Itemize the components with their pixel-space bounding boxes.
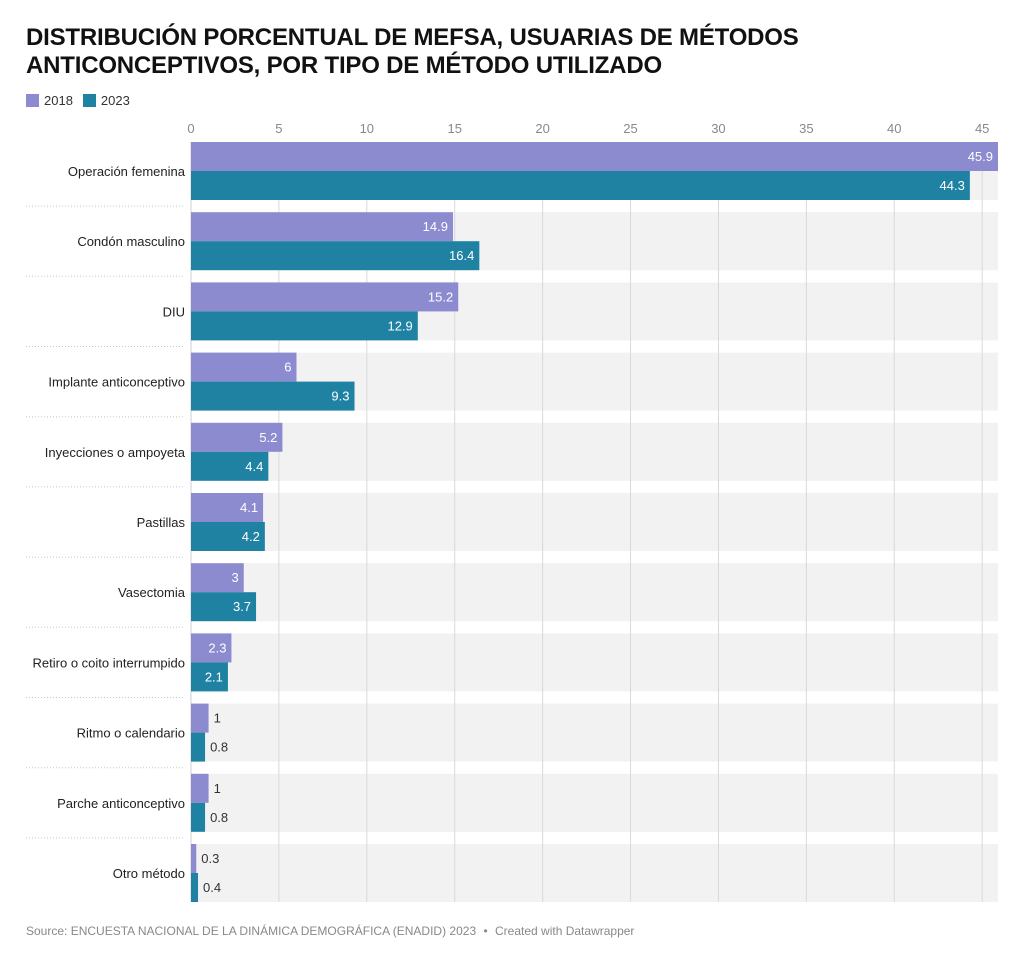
row-background: [191, 563, 998, 622]
bar-2023: [191, 311, 418, 341]
bar-2018: [191, 844, 197, 873]
bar-2018: [191, 703, 209, 733]
bar-2018: [191, 773, 209, 803]
x-tick-label: 30: [711, 121, 725, 136]
x-tick-label: 15: [447, 121, 461, 136]
bar-2018: [191, 352, 297, 382]
value-label-2018: 4.1: [240, 500, 258, 515]
x-tick-label: 45: [975, 121, 989, 136]
chart-footer: Source: ENCUESTA NACIONAL DE LA DINÁMICA…: [26, 924, 634, 938]
value-label-2023: 12.9: [387, 318, 412, 333]
bar-2018: [191, 633, 232, 663]
value-label-2023: 0.8: [210, 740, 228, 755]
bar-2023: [191, 873, 199, 902]
bar-2023: [191, 732, 206, 762]
category-label: Vasectomia: [118, 585, 186, 600]
category-label: Parche anticonceptivo: [57, 796, 185, 811]
row-background: [191, 493, 998, 551]
footer-separator: •: [483, 924, 488, 938]
row-background: [191, 422, 998, 481]
credit-note: Created with Datawrapper: [495, 924, 635, 938]
x-tick-label: 25: [623, 121, 637, 136]
chart-legend: 2018 2023: [26, 91, 140, 109]
legend-swatch-2018: [26, 93, 39, 107]
value-label-2023: 2.1: [205, 669, 223, 684]
bar-2023: [191, 802, 206, 832]
bar-2018: [191, 422, 283, 452]
category-label: Implante anticonceptivo: [48, 375, 185, 390]
row-background: [191, 703, 998, 762]
value-label-2018: 45.9: [968, 149, 993, 164]
value-label-2018: 3: [232, 570, 239, 585]
bar-2018: [191, 563, 244, 593]
category-label: Condón masculino: [77, 234, 185, 249]
category-label: Otro método: [113, 866, 185, 881]
x-tick-label: 0: [187, 121, 194, 136]
x-tick-label: 40: [887, 121, 901, 136]
x-tick-label: 5: [275, 121, 282, 136]
chart-title: DISTRIBUCIÓN PORCENTUAL DE MEFSA, USUARI…: [26, 24, 799, 79]
bar-2023: [191, 522, 265, 551]
row-background: [191, 844, 998, 902]
value-label-2023: 3.7: [233, 599, 251, 614]
x-tick-label: 20: [535, 121, 549, 136]
legend-item-2023: 2023: [82, 92, 130, 108]
value-label-2023: 9.3: [331, 389, 349, 404]
bar-2018: [191, 142, 998, 171]
value-label-2023: 16.4: [449, 248, 474, 263]
value-label-2018: 0.3: [201, 851, 219, 866]
legend-label-2018: 2018: [44, 92, 73, 108]
legend-item-2018: 2018: [26, 93, 73, 108]
value-label-2023: 4.2: [242, 529, 260, 544]
value-label-2023: 4.4: [245, 459, 263, 474]
category-label: Ritmo o calendario: [77, 726, 185, 741]
bar-2018: [191, 282, 459, 312]
x-tick-label: 35: [799, 121, 813, 136]
value-label-2023: 0.4: [203, 880, 221, 895]
bar-chart: 0 5 10 15 20 25 30 35 40 45 Operación femenina Cond…: [26, 121, 998, 902]
category-label: Operación femenina: [68, 164, 186, 179]
bar-2018: [191, 212, 453, 242]
value-label-2018: 6: [284, 360, 291, 375]
value-label-2018: 5.2: [259, 430, 277, 445]
value-label-2023: 0.8: [210, 810, 228, 825]
value-label-2018: 1: [214, 711, 221, 726]
row-background: [191, 633, 998, 692]
value-label-2018: 14.9: [423, 219, 448, 234]
bar-2023: [191, 662, 228, 692]
legend-label-2023: 2023: [100, 92, 130, 108]
bar-2023: [191, 381, 355, 411]
category-label: DIU: [163, 304, 185, 319]
bar-2018: [191, 493, 264, 522]
bar-2023: [191, 171, 970, 200]
value-label-2018: 15.2: [428, 289, 453, 304]
value-label-2018: 2.3: [208, 640, 226, 655]
value-label-2023: 44.3: [940, 178, 965, 193]
legend-swatch-2023: [82, 93, 96, 107]
category-label: Inyecciones o ampoyeta: [45, 445, 186, 460]
category-label: Retiro o coito interrumpido: [33, 655, 185, 670]
value-label-2018: 1: [214, 781, 221, 796]
bar-2023: [191, 451, 269, 481]
x-tick-label: 10: [360, 121, 374, 136]
category-label: Pastillas: [137, 515, 186, 530]
row-background: [191, 773, 998, 832]
bar-2023: [191, 592, 257, 622]
source-note: Source: ENCUESTA NACIONAL DE LA DINÁMICA…: [26, 924, 477, 938]
bar-2023: [191, 241, 480, 271]
